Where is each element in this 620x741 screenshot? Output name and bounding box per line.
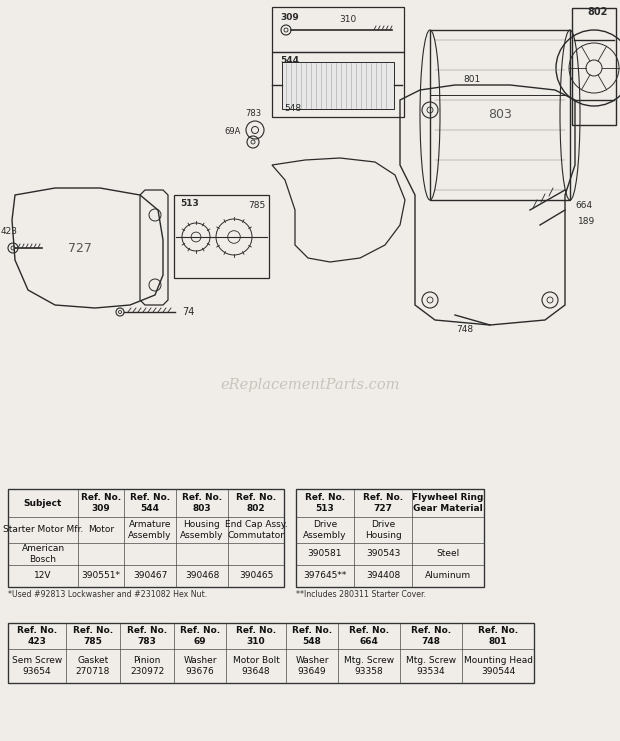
Text: Washer
93676: Washer 93676 [184, 657, 217, 676]
Text: End Cap Assy.
Commutator: End Cap Assy. Commutator [224, 520, 288, 539]
Text: Ref. No.
801: Ref. No. 801 [478, 626, 518, 645]
Text: Ref. No.
803: Ref. No. 803 [182, 494, 222, 513]
Text: 74: 74 [182, 307, 195, 317]
Text: Aluminum: Aluminum [425, 571, 471, 580]
Text: Ref. No.
664: Ref. No. 664 [349, 626, 389, 645]
Text: Motor Bolt
93648: Motor Bolt 93648 [232, 657, 280, 676]
Text: 12V: 12V [34, 571, 51, 580]
Bar [572, 8, 616, 125]
Text: Drive
Assembly: Drive Assembly [303, 520, 347, 539]
Text: Ref. No.
802: Ref. No. 802 [236, 494, 276, 513]
Text: Mounting Head
390544: Mounting Head 390544 [464, 657, 533, 676]
Text: 394408: 394408 [366, 571, 400, 580]
Text: Washer
93649: Washer 93649 [295, 657, 329, 676]
Text: 785: 785 [248, 201, 265, 210]
Text: Pinion
230972: Pinion 230972 [130, 657, 164, 676]
Text: eReplacementParts.com: eReplacementParts.com [220, 378, 400, 392]
Text: Ref. No.
548: Ref. No. 548 [292, 626, 332, 645]
Text: Mtg. Screw
93358: Mtg. Screw 93358 [344, 657, 394, 676]
Text: Motor: Motor [88, 525, 114, 534]
Text: Ref. No.
785: Ref. No. 785 [73, 626, 113, 645]
Text: 748: 748 [456, 325, 474, 334]
Text: 189: 189 [578, 218, 595, 227]
Text: 390468: 390468 [185, 571, 219, 580]
Text: Starter Motor Mfr.: Starter Motor Mfr. [3, 525, 83, 534]
Text: Gasket
270718: Gasket 270718 [76, 657, 110, 676]
Text: 423: 423 [1, 227, 17, 236]
Text: Mtg. Screw
93534: Mtg. Screw 93534 [406, 657, 456, 676]
Text: Ref. No.
310: Ref. No. 310 [236, 626, 276, 645]
Text: 397645**: 397645** [303, 571, 347, 580]
Bar [272, 52, 404, 117]
Text: 802: 802 [588, 7, 608, 17]
Text: Ref. No.
783: Ref. No. 783 [127, 626, 167, 645]
Text: Drive
Housing: Drive Housing [365, 520, 401, 539]
Text: 513: 513 [180, 199, 199, 208]
Bar [282, 62, 394, 109]
Text: Steel: Steel [436, 550, 459, 559]
Bar [296, 489, 484, 587]
Text: Ref. No.
513: Ref. No. 513 [305, 494, 345, 513]
Text: **Includes 280311 Starter Cover.: **Includes 280311 Starter Cover. [296, 590, 426, 599]
Text: 727: 727 [68, 242, 92, 254]
Text: 310: 310 [339, 15, 356, 24]
Text: 390581: 390581 [308, 550, 342, 559]
Text: 69A: 69A [224, 127, 241, 136]
Text: 390465: 390465 [239, 571, 273, 580]
Text: 544: 544 [280, 56, 299, 65]
Text: American
Bosch: American Bosch [22, 545, 64, 564]
Text: Armature
Assembly: Armature Assembly [128, 520, 172, 539]
Text: 783: 783 [245, 110, 261, 119]
Text: Flywheel Ring
Gear Material: Flywheel Ring Gear Material [412, 494, 484, 513]
Bar [430, 30, 570, 200]
Text: 390543: 390543 [366, 550, 400, 559]
Text: Ref. No.
423: Ref. No. 423 [17, 626, 57, 645]
Text: 548: 548 [284, 104, 301, 113]
Bar [272, 7, 404, 52]
Text: Subject: Subject [24, 499, 62, 508]
Text: Ref. No.
69: Ref. No. 69 [180, 626, 220, 645]
Bar [174, 195, 269, 278]
Text: Housing
Assembly: Housing Assembly [180, 520, 224, 539]
Text: Ref. No.
309: Ref. No. 309 [81, 494, 121, 513]
Text: 664: 664 [575, 201, 592, 210]
Text: 390551*: 390551* [81, 571, 120, 580]
Text: Sem Screw
93654: Sem Screw 93654 [12, 657, 62, 676]
Bar [8, 489, 284, 587]
Text: *Used #92813 Lockwasher and #231082 Hex Nut.: *Used #92813 Lockwasher and #231082 Hex … [8, 590, 207, 599]
Bar [8, 623, 534, 683]
Text: 390467: 390467 [133, 571, 167, 580]
Text: 801: 801 [463, 76, 480, 84]
Text: Ref. No.
544: Ref. No. 544 [130, 494, 170, 513]
Text: 309: 309 [280, 13, 299, 22]
Text: Ref. No.
727: Ref. No. 727 [363, 494, 403, 513]
Text: 803: 803 [488, 108, 512, 122]
Text: Ref. No.
748: Ref. No. 748 [411, 626, 451, 645]
